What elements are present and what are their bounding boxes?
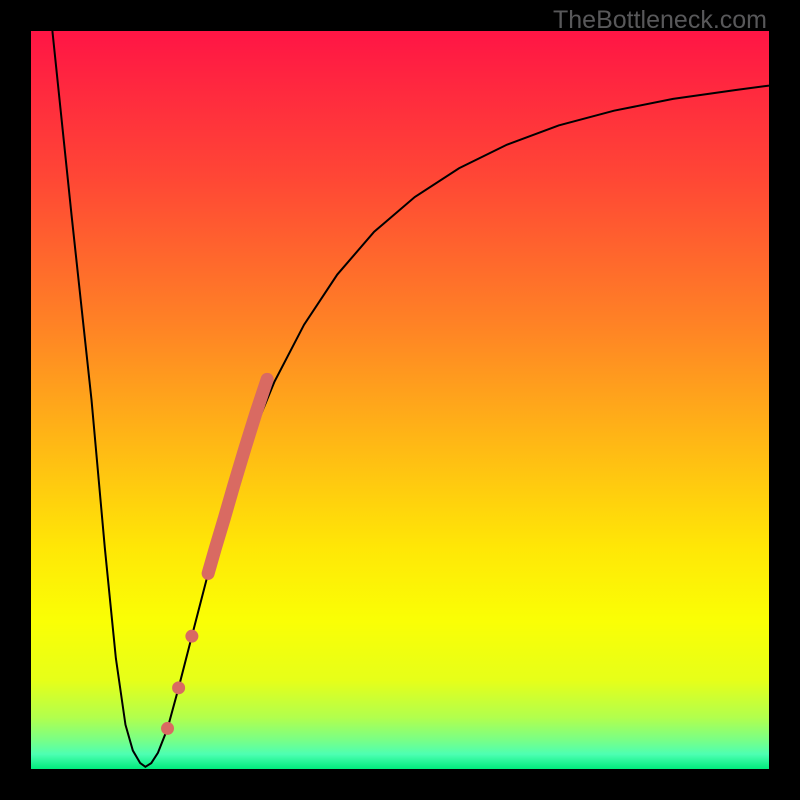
bottleneck-curve bbox=[52, 31, 769, 767]
watermark-text: TheBottleneck.com bbox=[553, 6, 767, 35]
chart-container: TheBottleneck.com bbox=[0, 0, 800, 800]
highlight-dot bbox=[172, 681, 185, 694]
highlight-dots bbox=[161, 630, 198, 735]
highlight-dot bbox=[185, 630, 198, 643]
curve-layer bbox=[31, 31, 769, 769]
highlight-dot bbox=[161, 722, 174, 735]
highlight-segment bbox=[208, 379, 267, 573]
plot-area bbox=[31, 31, 769, 769]
